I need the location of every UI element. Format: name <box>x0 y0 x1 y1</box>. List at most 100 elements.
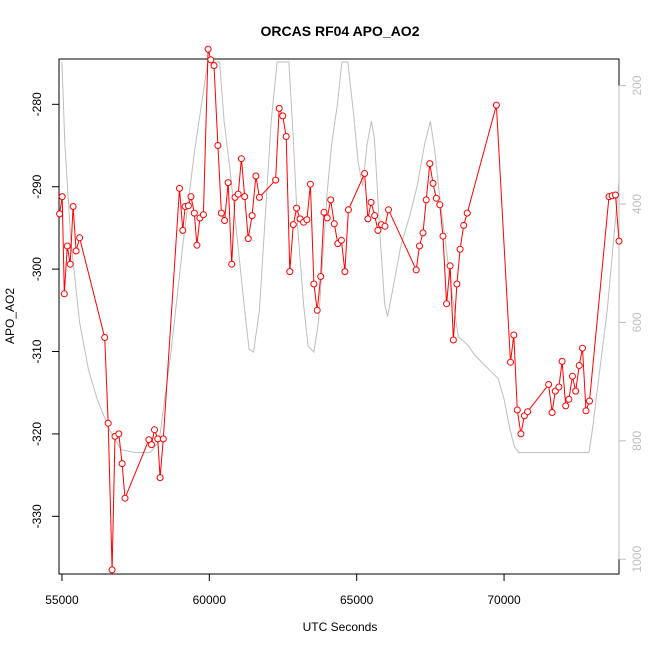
data-point <box>58 193 66 201</box>
data-point <box>371 212 379 220</box>
data-point <box>422 196 430 204</box>
data-point <box>66 260 74 268</box>
x-tick-label: 55000 <box>45 593 79 607</box>
data-point <box>429 179 437 187</box>
data-point <box>579 344 586 352</box>
data-point <box>449 336 457 344</box>
data-point <box>286 268 294 276</box>
data-point <box>507 358 514 366</box>
plot-frame <box>58 58 620 575</box>
data-point <box>187 193 195 201</box>
data-point <box>108 566 116 574</box>
data-point <box>255 193 263 201</box>
data-point <box>337 236 345 244</box>
y-tick-label: -280 <box>30 92 44 116</box>
y-tick-label: -300 <box>30 257 44 281</box>
data-point <box>272 176 280 184</box>
data-point <box>548 409 556 416</box>
data-point <box>582 407 590 415</box>
data-point <box>341 268 349 276</box>
data-point <box>179 226 187 234</box>
data-point <box>248 212 256 220</box>
x-tick-label: 65000 <box>340 593 374 607</box>
data-point <box>453 280 461 288</box>
data-point <box>115 430 123 438</box>
data-point <box>121 494 129 502</box>
data-point <box>234 190 242 198</box>
data-point <box>381 222 389 230</box>
y2-tick-label: 400 <box>630 194 644 214</box>
data-point <box>207 56 215 64</box>
data-point <box>612 191 619 199</box>
data-point <box>289 221 297 229</box>
data-point <box>565 395 573 403</box>
data-point <box>323 214 331 222</box>
data-point <box>237 155 245 163</box>
data-point <box>104 419 112 427</box>
data-point <box>56 210 64 218</box>
y-tick-label: -330 <box>30 504 44 528</box>
data-point <box>221 217 229 224</box>
data-point <box>555 383 563 391</box>
y-tick-label: -290 <box>30 174 44 198</box>
data-point <box>439 232 447 240</box>
data-point <box>446 262 454 270</box>
data-point <box>190 209 198 217</box>
data-point <box>148 441 155 449</box>
data-point <box>76 234 84 242</box>
y2-tick-label: 200 <box>630 75 644 95</box>
y2-tick-label: 800 <box>630 430 644 450</box>
data-point <box>184 202 192 210</box>
data-point <box>568 372 576 380</box>
data-point <box>204 45 212 53</box>
data-point <box>63 242 71 250</box>
data-point <box>443 300 451 308</box>
data-point <box>176 184 183 192</box>
y2-tick-label: 600 <box>630 312 644 332</box>
data-point <box>412 266 420 274</box>
data-point <box>310 280 318 288</box>
primary-series-line <box>59 48 620 570</box>
data-point <box>575 362 583 369</box>
data-point <box>558 357 566 365</box>
data-point <box>210 62 218 70</box>
data-point <box>456 245 464 253</box>
data-point <box>156 474 164 482</box>
data-point <box>60 290 68 298</box>
data-point <box>432 194 440 202</box>
chart-title: ORCAS RF04 APO_AO2 <box>261 23 420 39</box>
axes-layer: 55000 60000 65000 70000 -330 -320 -310 -300 -290… <box>30 75 644 607</box>
data-point <box>224 179 232 187</box>
data-point <box>545 381 553 388</box>
data-point <box>361 170 369 177</box>
data-point <box>463 209 471 217</box>
data-point <box>344 206 352 214</box>
data-point <box>241 193 249 201</box>
data-point <box>492 101 500 109</box>
data-point <box>306 180 314 188</box>
data-point <box>193 241 201 249</box>
data-point <box>214 142 222 149</box>
data-point <box>385 206 392 214</box>
data-point <box>151 426 158 434</box>
x-tick-label: 60000 <box>193 593 227 607</box>
data-point <box>586 397 593 405</box>
y-tick-label: -310 <box>30 339 44 363</box>
secondary-series-line <box>61 61 619 454</box>
data-point <box>118 460 126 468</box>
data-point <box>244 235 252 243</box>
data-point <box>436 201 444 209</box>
data-point <box>419 229 427 237</box>
data-point <box>72 247 80 255</box>
data-point <box>159 435 167 443</box>
data-point <box>252 172 260 180</box>
data-point <box>330 220 338 228</box>
series-layer <box>56 45 623 574</box>
data-point <box>282 133 290 140</box>
x-axis-title: UTC Seconds <box>303 620 378 634</box>
data-point <box>293 204 301 212</box>
data-point <box>524 408 532 416</box>
y-axis-title: APO_AO2 <box>3 288 17 344</box>
data-point <box>279 112 287 120</box>
